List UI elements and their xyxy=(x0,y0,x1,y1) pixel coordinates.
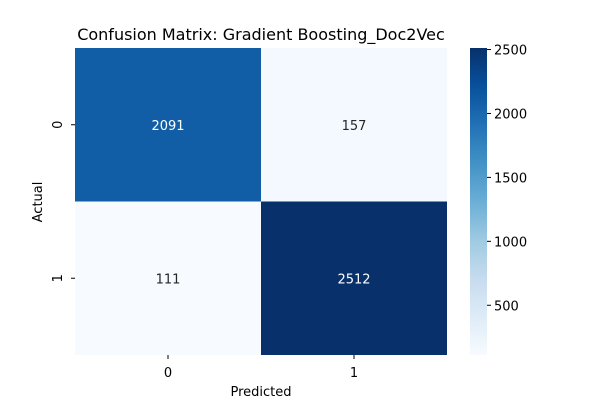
x-axis-label: Predicted xyxy=(230,385,291,400)
heatmap-cell xyxy=(261,201,447,355)
colorbar-ticks: 500 1000 1500 2000 2500 xyxy=(487,44,527,314)
heatmap-cell xyxy=(75,48,261,202)
y-axis-label: Actual xyxy=(31,182,46,223)
colorbar xyxy=(470,48,487,355)
y-tick-label: 0 xyxy=(51,121,66,129)
cell-value-label: 2091 xyxy=(151,119,184,134)
colorbar-tick-label: 1000 xyxy=(494,235,527,250)
cell-value-label: 2512 xyxy=(337,272,370,287)
cell-value-label: 111 xyxy=(156,272,181,287)
heatmap-cell xyxy=(75,201,261,355)
x-tick-label: 0 xyxy=(164,366,172,381)
cell-value-labels: 2091 157 111 2512 xyxy=(151,119,370,288)
y-tick-label: 1 xyxy=(51,274,66,282)
heatmap-cells xyxy=(75,48,447,355)
chart-title: Confusion Matrix: Gradient Boosting_Doc2… xyxy=(77,25,445,45)
colorbar-tick-label: 500 xyxy=(494,299,519,314)
cell-value-label: 157 xyxy=(342,119,367,134)
colorbar-tick-label: 2500 xyxy=(494,44,527,59)
colorbar-tick-label: 1500 xyxy=(494,171,527,186)
heatmap-cell xyxy=(261,48,447,202)
y-axis: 01 xyxy=(51,121,75,282)
x-tick-label: 1 xyxy=(350,366,358,381)
colorbar-tick-label: 2000 xyxy=(494,107,527,122)
